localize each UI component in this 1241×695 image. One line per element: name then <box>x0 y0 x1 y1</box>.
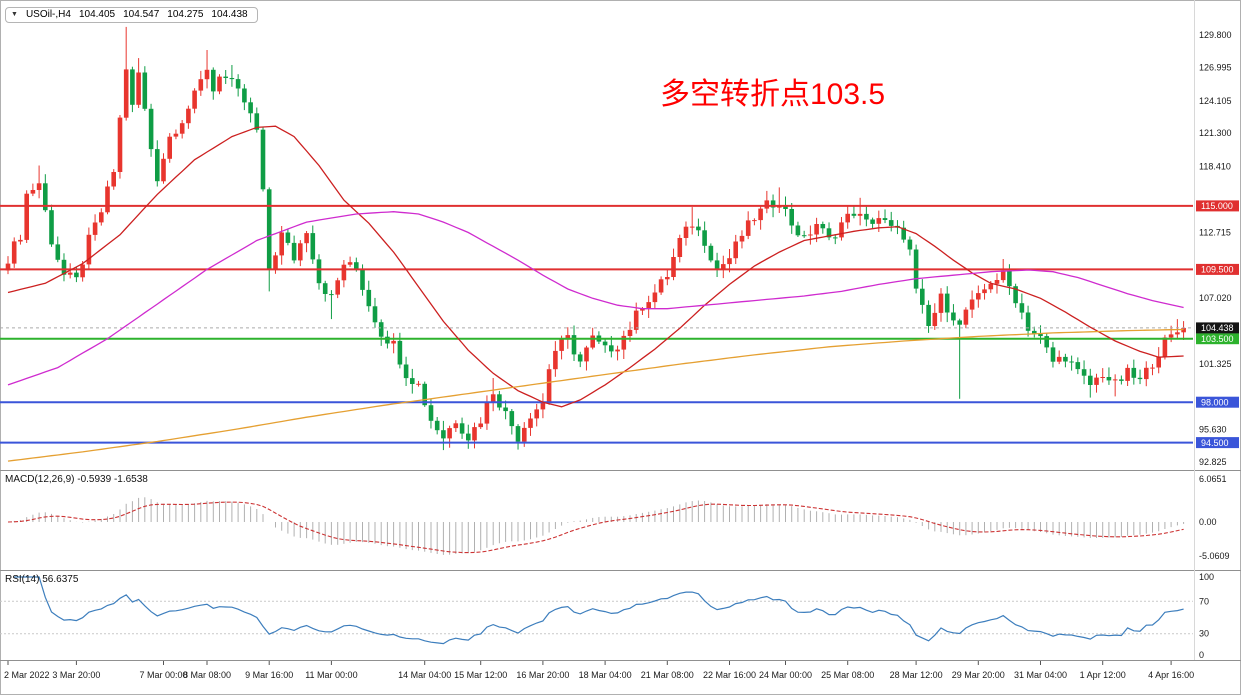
collapse-indicator-icon[interactable]: ▼ <box>11 11 18 18</box>
time-axis-label: 18 Mar 04:00 <box>579 670 632 680</box>
macd-axis-label: 0.00 <box>1199 517 1217 527</box>
rsi-axis-label: 0 <box>1199 650 1204 660</box>
horizontal-level-lines[interactable] <box>0 204 1193 444</box>
macd-signal-line <box>7 501 1184 554</box>
time-axis[interactable]: 2 Mar 2022 3 Mar 20:00 7 Mar 00:008 Mar 08… <box>4 661 1194 680</box>
moving-averages <box>7 125 1184 462</box>
price-badge: 109.500 <box>1196 263 1239 275</box>
time-axis-label: 31 Mar 04:00 <box>1014 670 1067 680</box>
ma-fast-red <box>7 125 1184 408</box>
price-badge: 104.438 <box>1196 322 1239 334</box>
symbol-info-bar: ▼ USOil-,H4 104.405 104.547 104.275 104.… <box>5 7 258 23</box>
ma-mid-magenta <box>7 211 1184 386</box>
time-axis-label: 22 Mar 16:00 <box>703 670 756 680</box>
time-axis-label: 7 Mar 00:00 <box>139 670 187 680</box>
ohlc-high-value: 104.547 <box>123 9 160 20</box>
time-axis-label: 1 Apr 12:00 <box>1080 670 1126 680</box>
price-axis-label: 112.715 <box>1199 227 1231 237</box>
time-axis-label: 8 Mar 08:00 <box>183 670 231 680</box>
macd-histogram[interactable] <box>8 497 1185 555</box>
ma-slow-orange <box>7 328 1184 462</box>
rsi-axis-label: 30 <box>1199 629 1209 639</box>
time-axis-label: 4 Apr 16:00 <box>1148 670 1194 680</box>
time-axis-label: 9 Mar 16:00 <box>245 670 293 680</box>
time-axis-label: 16 Mar 20:00 <box>516 670 569 680</box>
svg-text:115.000: 115.000 <box>1201 201 1233 211</box>
time-axis-label: 28 Mar 12:00 <box>890 670 943 680</box>
ohlc-low-value: 104.275 <box>167 9 204 20</box>
rsi-axis-label: 70 <box>1199 596 1209 606</box>
time-axis-label: 25 Mar 08:00 <box>821 670 874 680</box>
macd-axis-label: -5.0609 <box>1199 551 1230 561</box>
price-axis-label: 107.020 <box>1199 293 1232 303</box>
time-axis-label: 24 Mar 00:00 <box>759 670 812 680</box>
annotation-text[interactable]: 多空转折点103.5 <box>660 78 886 111</box>
svg-text:94.500: 94.500 <box>1201 438 1229 448</box>
time-axis-label: 29 Mar 20:00 <box>952 670 1005 680</box>
time-axis-label: 21 Mar 08:00 <box>641 670 694 680</box>
time-axis-label: 2 Mar 2022 <box>4 670 50 680</box>
price-axis[interactable]: 129.800 126.995 124.105 121.300 118.410 112.7… <box>1199 30 1232 467</box>
time-axis-label: 11 Mar 00:00 <box>305 670 357 680</box>
svg-text:109.500: 109.500 <box>1201 265 1234 275</box>
rsi-axis-label: 100 <box>1199 572 1214 582</box>
rsi-indicator-label: RSI(14) 56.6375 <box>5 574 79 585</box>
price-axis-label: 121.300 <box>1199 128 1232 138</box>
price-axis-label: 95.630 <box>1199 425 1227 435</box>
price-badge: 103.500 <box>1196 333 1239 345</box>
price-axis-label: 129.800 <box>1199 30 1232 40</box>
svg-text:103.500: 103.500 <box>1201 334 1234 344</box>
time-axis-label: 14 Mar 04:00 <box>398 670 451 680</box>
price-axis-label: 124.105 <box>1199 96 1232 106</box>
time-axis-label: 15 Mar 12:00 <box>454 670 507 680</box>
macd-indicator-label: MACD(12,26,9) -0.5939 -1.6538 <box>5 474 148 485</box>
time-axis-label: 3 Mar 20:00 <box>52 670 100 680</box>
price-axis-label: 92.825 <box>1199 457 1227 467</box>
svg-text:104.438: 104.438 <box>1201 323 1234 333</box>
ohlc-close-value: 104.438 <box>211 9 248 20</box>
svg-text:98.000: 98.000 <box>1201 397 1229 407</box>
macd-axis-label: 6.0651 <box>1199 474 1227 484</box>
ohlc-open-value: 104.405 <box>78 9 116 20</box>
price-badge: 94.500 <box>1196 437 1239 449</box>
symbol-timeframe-label: USOil-,H4 <box>25 9 71 20</box>
price-badge: 98.000 <box>1196 396 1239 408</box>
price-axis-label: 101.325 <box>1199 359 1232 369</box>
price-axis-label: 126.995 <box>1199 62 1232 72</box>
candlesticks[interactable] <box>5 26 1186 451</box>
price-badge: 115.000 <box>1196 200 1239 212</box>
rsi-line <box>14 576 1184 645</box>
price-axis-label: 118.410 <box>1199 162 1231 172</box>
